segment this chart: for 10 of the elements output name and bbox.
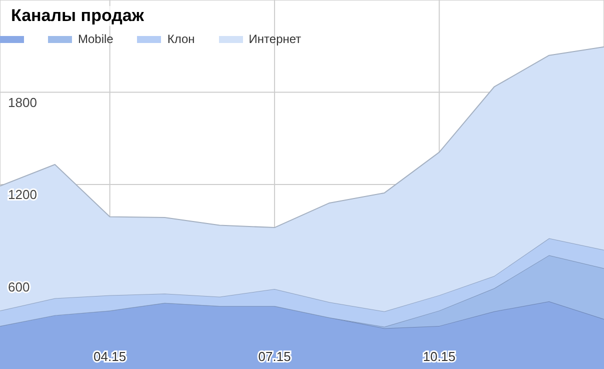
chart-title: Каналы продаж [11, 6, 144, 26]
y-tick-label: 1800 [8, 94, 37, 110]
legend-label: Mobile [78, 32, 114, 46]
legend-label: Клон [167, 32, 195, 46]
x-tick-label: 10.15 [423, 349, 456, 364]
y-tick-label: 600 [8, 279, 30, 294]
x-tick-label: 04.15 [94, 349, 126, 364]
y-tick-label: 1200 [8, 187, 37, 202]
x-tick-label: 07.15 [258, 349, 291, 364]
legend-label: Интернет [248, 32, 302, 46]
